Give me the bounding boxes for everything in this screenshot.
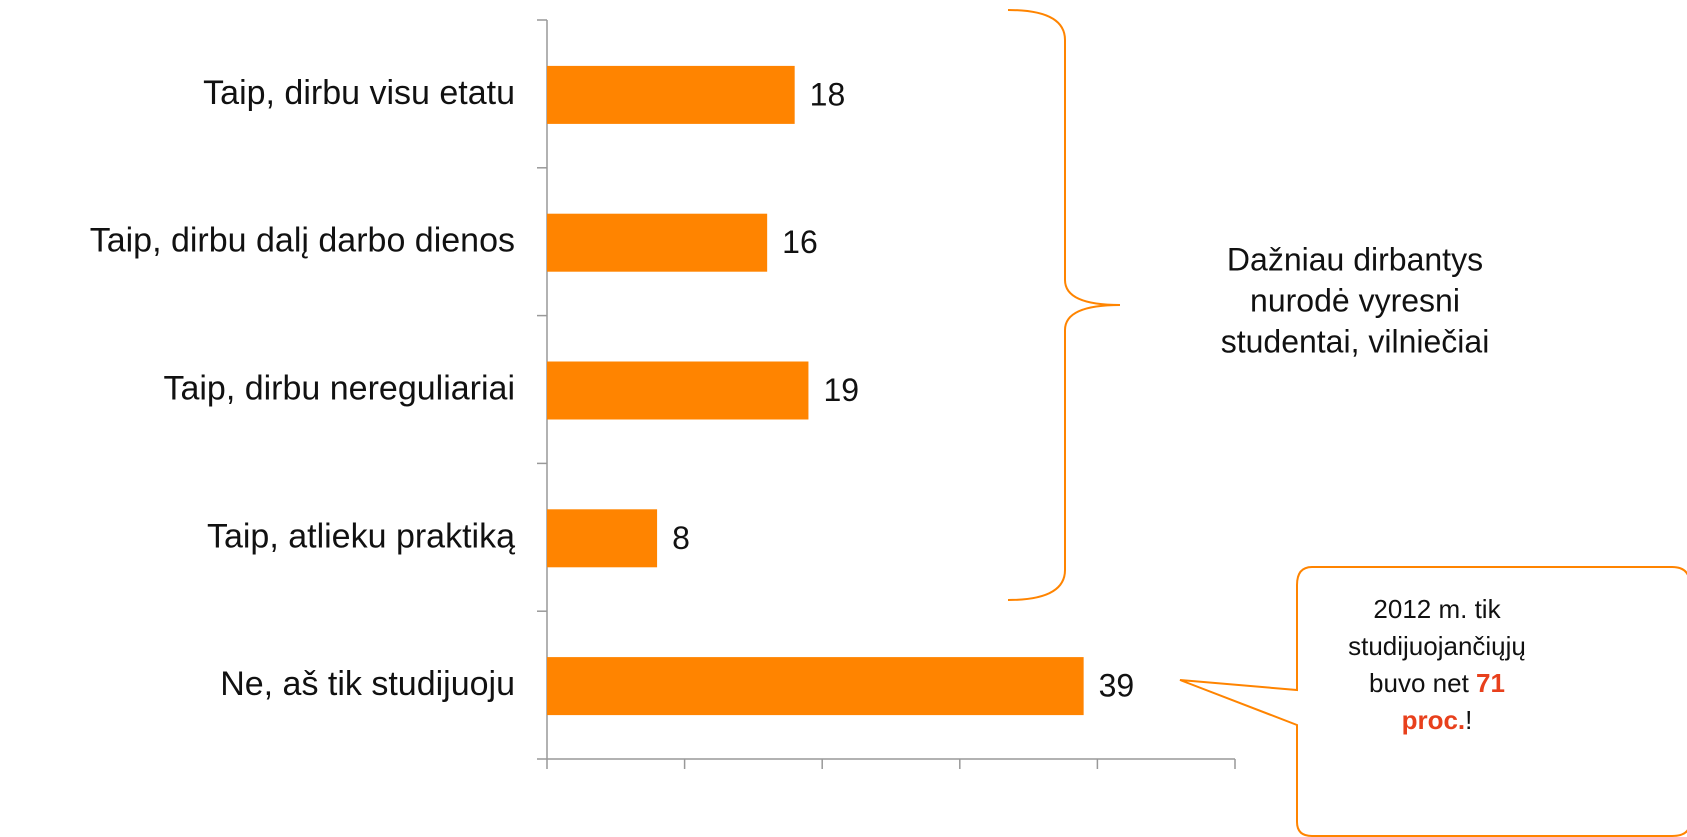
category-label: Taip, atlieku praktiką xyxy=(207,517,515,555)
callout-text: studijuojančiųjų xyxy=(1348,631,1526,661)
brace xyxy=(1007,9,1121,601)
bar xyxy=(547,213,768,272)
annotation: studentai, vilniečiai xyxy=(1221,323,1490,359)
bar xyxy=(547,657,1084,716)
callout-line: buvo net 71 xyxy=(1369,668,1505,698)
callout-box xyxy=(1179,566,1687,837)
callout-text: 2012 m. tik xyxy=(1373,594,1501,624)
annotation: nurodė vyresni xyxy=(1250,282,1460,318)
value-label: 39 xyxy=(1099,668,1135,704)
category-label: Taip, dirbu dalį darbo dienos xyxy=(90,222,515,260)
value-label: 16 xyxy=(782,224,818,260)
category-label: Ne, aš tik studijuoju xyxy=(220,665,515,703)
value-label: 19 xyxy=(823,372,859,408)
category-label: Taip, dirbu visu etatu xyxy=(203,74,515,112)
bar xyxy=(547,509,658,568)
callout-text: 71 xyxy=(1476,668,1505,698)
category-label: Taip, dirbu nereguliariai xyxy=(163,369,515,407)
callout-text: ! xyxy=(1465,705,1472,735)
annotation: Dažniau dirbantys xyxy=(1227,241,1483,277)
bar xyxy=(547,361,809,420)
bar xyxy=(547,65,795,124)
callout-text: buvo net xyxy=(1369,668,1476,698)
value-label: 8 xyxy=(672,520,690,556)
callout-text: proc. xyxy=(1402,705,1466,735)
callout-line: studijuojančiųjų xyxy=(1348,631,1526,661)
callout-line: 2012 m. tik xyxy=(1373,594,1501,624)
value-label: 18 xyxy=(810,76,846,112)
callout-line: proc.! xyxy=(1402,705,1473,735)
